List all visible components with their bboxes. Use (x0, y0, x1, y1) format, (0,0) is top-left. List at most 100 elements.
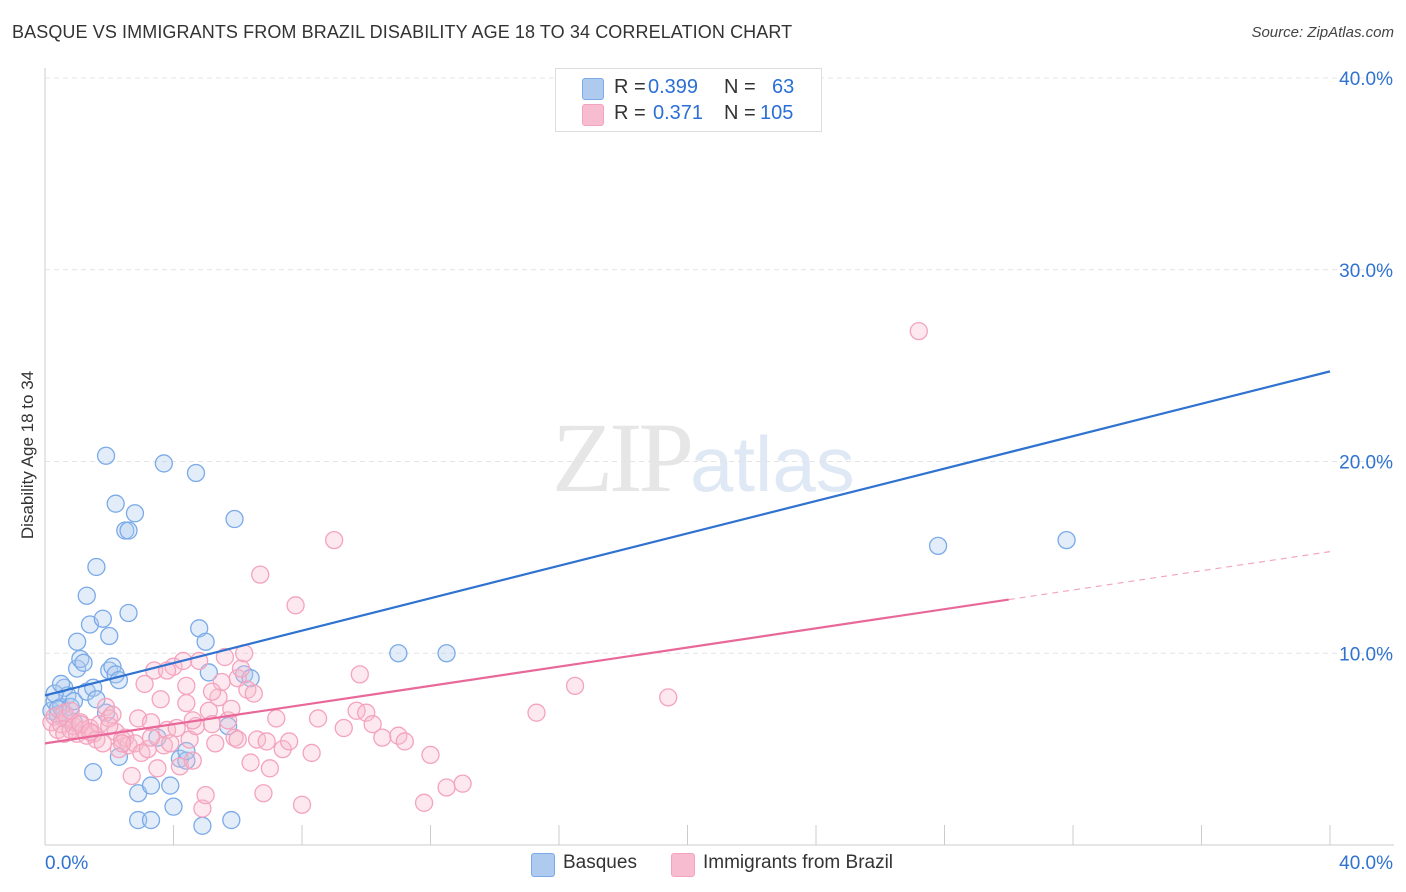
n-value: 105 (760, 102, 794, 124)
basques-point (93, 609, 112, 628)
data-points (42, 97, 1076, 835)
basques-point (928, 536, 948, 556)
tick-labels: 10.0% 20.0% 30.0% 40.0% 0.0% 40.0% (45, 69, 1393, 874)
basques-point (109, 670, 129, 690)
brazil-point (222, 699, 241, 719)
brazil-point (260, 759, 280, 778)
basques-trend-line (44, 370, 1331, 697)
basques-point (74, 653, 93, 672)
brazil-point (244, 684, 263, 703)
stats-box: R = 0.399 N = 63 R = 0.371 N = 105 (555, 68, 822, 132)
basques-point (84, 762, 103, 782)
y-tick-label: 10.0% (1339, 644, 1393, 665)
brazil-point (71, 715, 90, 734)
brazil-point (395, 732, 414, 751)
basques-point (87, 690, 106, 709)
basques-point (437, 644, 456, 663)
brazil-point (228, 730, 247, 749)
y-tick-label: 30.0% (1339, 261, 1393, 282)
brazil-point (565, 676, 585, 695)
brazil-point (292, 795, 312, 814)
y-tick-label: 40.0% (1339, 69, 1393, 90)
brazil-point (135, 674, 154, 694)
brazil-point (225, 728, 244, 747)
y-tick-label: 20.0% (1339, 453, 1393, 474)
basques-point (225, 509, 244, 529)
brazil-point (286, 596, 305, 615)
basques-point (106, 494, 125, 513)
brazil-trend-line (44, 598, 1009, 745)
brazil-point (177, 693, 196, 713)
basques-point (164, 797, 183, 816)
brazil-point (61, 701, 80, 720)
brazil-point (193, 799, 212, 818)
brazil-point (257, 732, 276, 751)
basques-point (196, 632, 215, 651)
basques-point (177, 741, 196, 761)
brazil-point (527, 703, 546, 722)
watermark: ZIPatlas (552, 400, 855, 515)
basques-legend-swatch (531, 853, 555, 877)
brazil-point (215, 647, 235, 667)
basques-point (186, 463, 206, 483)
brazil-point (183, 751, 202, 770)
brazil-point (161, 734, 180, 753)
brazil-point (350, 665, 369, 684)
brazil-point (148, 759, 167, 778)
brazil-point (196, 785, 215, 805)
basques-point (161, 776, 180, 795)
brazil-point (141, 728, 161, 747)
brazil-point (421, 745, 440, 765)
n-label: N = (724, 76, 756, 98)
axes (44, 68, 1394, 846)
brazil-point (267, 709, 286, 728)
brazil-point (231, 659, 251, 678)
brazil-legend-label: Immigrants from Brazil (703, 852, 894, 873)
trend-lines (44, 370, 1331, 745)
brazil-point (363, 715, 382, 734)
basques-point (119, 521, 138, 540)
brazil-point (122, 766, 141, 786)
grid-lines (45, 77, 1394, 654)
brazil-point (302, 743, 321, 763)
brazil-point (279, 732, 299, 751)
brazil-point (55, 703, 74, 722)
brazil-trend-extension (1008, 551, 1331, 601)
brazil-point (357, 703, 376, 722)
r-label: R = (614, 76, 646, 98)
n-value: 63 (772, 76, 795, 98)
basques-point (77, 586, 96, 605)
basques-point (389, 644, 408, 663)
basques-point (96, 446, 116, 465)
brazil-point (659, 688, 678, 707)
basques-point (129, 810, 148, 830)
basques-swatch (582, 78, 604, 100)
x-tick-label: 0.0% (45, 853, 88, 874)
brazil-point (324, 530, 344, 550)
basques-point (241, 669, 260, 688)
brazil-point (373, 728, 392, 747)
basques-point (154, 454, 174, 473)
chart-title: BASQUE VS IMMIGRANTS FROM BRAZIL DISABIL… (12, 22, 793, 42)
basques-point (1057, 530, 1076, 550)
r-value: 0.371 (653, 102, 704, 124)
basques-point (100, 626, 119, 646)
brazil-point (909, 321, 928, 341)
brazil-point (254, 784, 273, 803)
brazil-point (453, 774, 472, 793)
brazil-point (109, 739, 129, 759)
basques-point (193, 816, 212, 835)
basques-point (87, 557, 106, 577)
brazil-point (103, 705, 122, 724)
x-tick-label: 40.0% (1339, 853, 1393, 874)
brazil-point (84, 724, 103, 743)
brazil-legend-swatch (671, 853, 695, 877)
brazil-point (151, 690, 170, 709)
basques-point (119, 603, 138, 623)
basques-legend-label: Basques (563, 852, 637, 873)
brazil-point (177, 676, 196, 695)
basques-point (141, 810, 161, 830)
brazil-point (206, 734, 225, 753)
brazil-point (308, 709, 328, 728)
